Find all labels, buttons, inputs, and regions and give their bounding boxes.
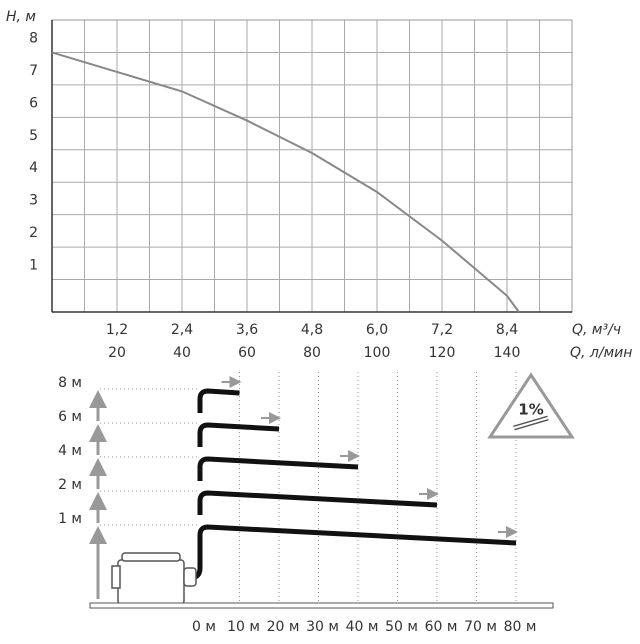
y-tick-label: 2 м xyxy=(58,477,82,493)
slope-sign: 1% xyxy=(487,372,575,439)
x-tick-label: 10 м xyxy=(227,619,260,635)
x-tick-label: 80 м xyxy=(504,619,537,635)
y-axis-label: H, м xyxy=(6,9,36,25)
x-tick-label: 20 м xyxy=(267,619,300,635)
y-tick-label: 1 xyxy=(29,258,38,274)
ground xyxy=(89,602,554,609)
y-tick-label: 4 м xyxy=(58,443,82,459)
x-tick-label: 70 м xyxy=(464,619,497,635)
y-tick-label: 5 xyxy=(29,128,38,144)
pipe xyxy=(197,422,280,447)
x-tick-label: 4,8 xyxy=(301,322,323,338)
y-tick-label: 6 м xyxy=(58,409,82,425)
x-tick-label: 7,2 xyxy=(431,322,453,338)
x-tick-label: 2,4 xyxy=(171,322,193,338)
pipe xyxy=(197,524,517,549)
x2-tick-label: 60 xyxy=(238,345,256,361)
x2-tick-label: 120 xyxy=(429,345,456,361)
x2-tick-label: 140 xyxy=(494,345,521,361)
x-tick-label: 3,6 xyxy=(236,322,258,338)
pipe-diagram: 0 м 10 м 20 м 30 м 40 м 50 м 60 м 70 м 80 м 8 м 6 … xyxy=(58,372,536,635)
x2-tick-label: 80 xyxy=(303,345,321,361)
y-tick-label: 3 xyxy=(29,193,38,209)
x-tick-label: 1,2 xyxy=(106,322,128,338)
x-tick-label: 6,0 xyxy=(366,322,388,338)
x-tick-label: 40 м xyxy=(346,619,379,635)
y-tick-label: 1 м xyxy=(58,511,82,527)
x2-tick-label: 20 xyxy=(108,345,126,361)
pump xyxy=(111,552,197,605)
pipe xyxy=(197,456,359,481)
pipe xyxy=(197,490,438,515)
x2-axis-label: Q, л/мин xyxy=(570,345,632,361)
x-tick-label: 0 м xyxy=(192,619,216,635)
x-tick-label: 30 м xyxy=(306,619,339,635)
x-tick-label: 60 м xyxy=(425,619,458,635)
y-tick-label: 6 xyxy=(29,95,38,111)
y-tick-label: 8 м xyxy=(58,375,82,391)
y-tick-label: 7 xyxy=(29,63,38,79)
x-axis-label: Q, м³/ч xyxy=(572,322,621,338)
y-tick-label: 8 xyxy=(29,30,38,46)
x-tick-label: 50 м xyxy=(385,619,418,635)
x2-tick-label: 100 xyxy=(364,345,391,361)
x-tick-label: 8,4 xyxy=(496,322,518,338)
slope-label: 1% xyxy=(518,401,543,419)
y-tick-label: 2 xyxy=(29,225,38,241)
x2-tick-label: 40 xyxy=(173,345,191,361)
curve xyxy=(51,51,520,313)
y-tick-label: 4 xyxy=(29,160,38,176)
line-chart: 1 2 3 4 5 6 7 8 1,2 2,4 3,6 4,8 6,0 7,2 8,4 20 40 60 80 100… xyxy=(6,9,632,361)
pipe xyxy=(197,388,240,413)
